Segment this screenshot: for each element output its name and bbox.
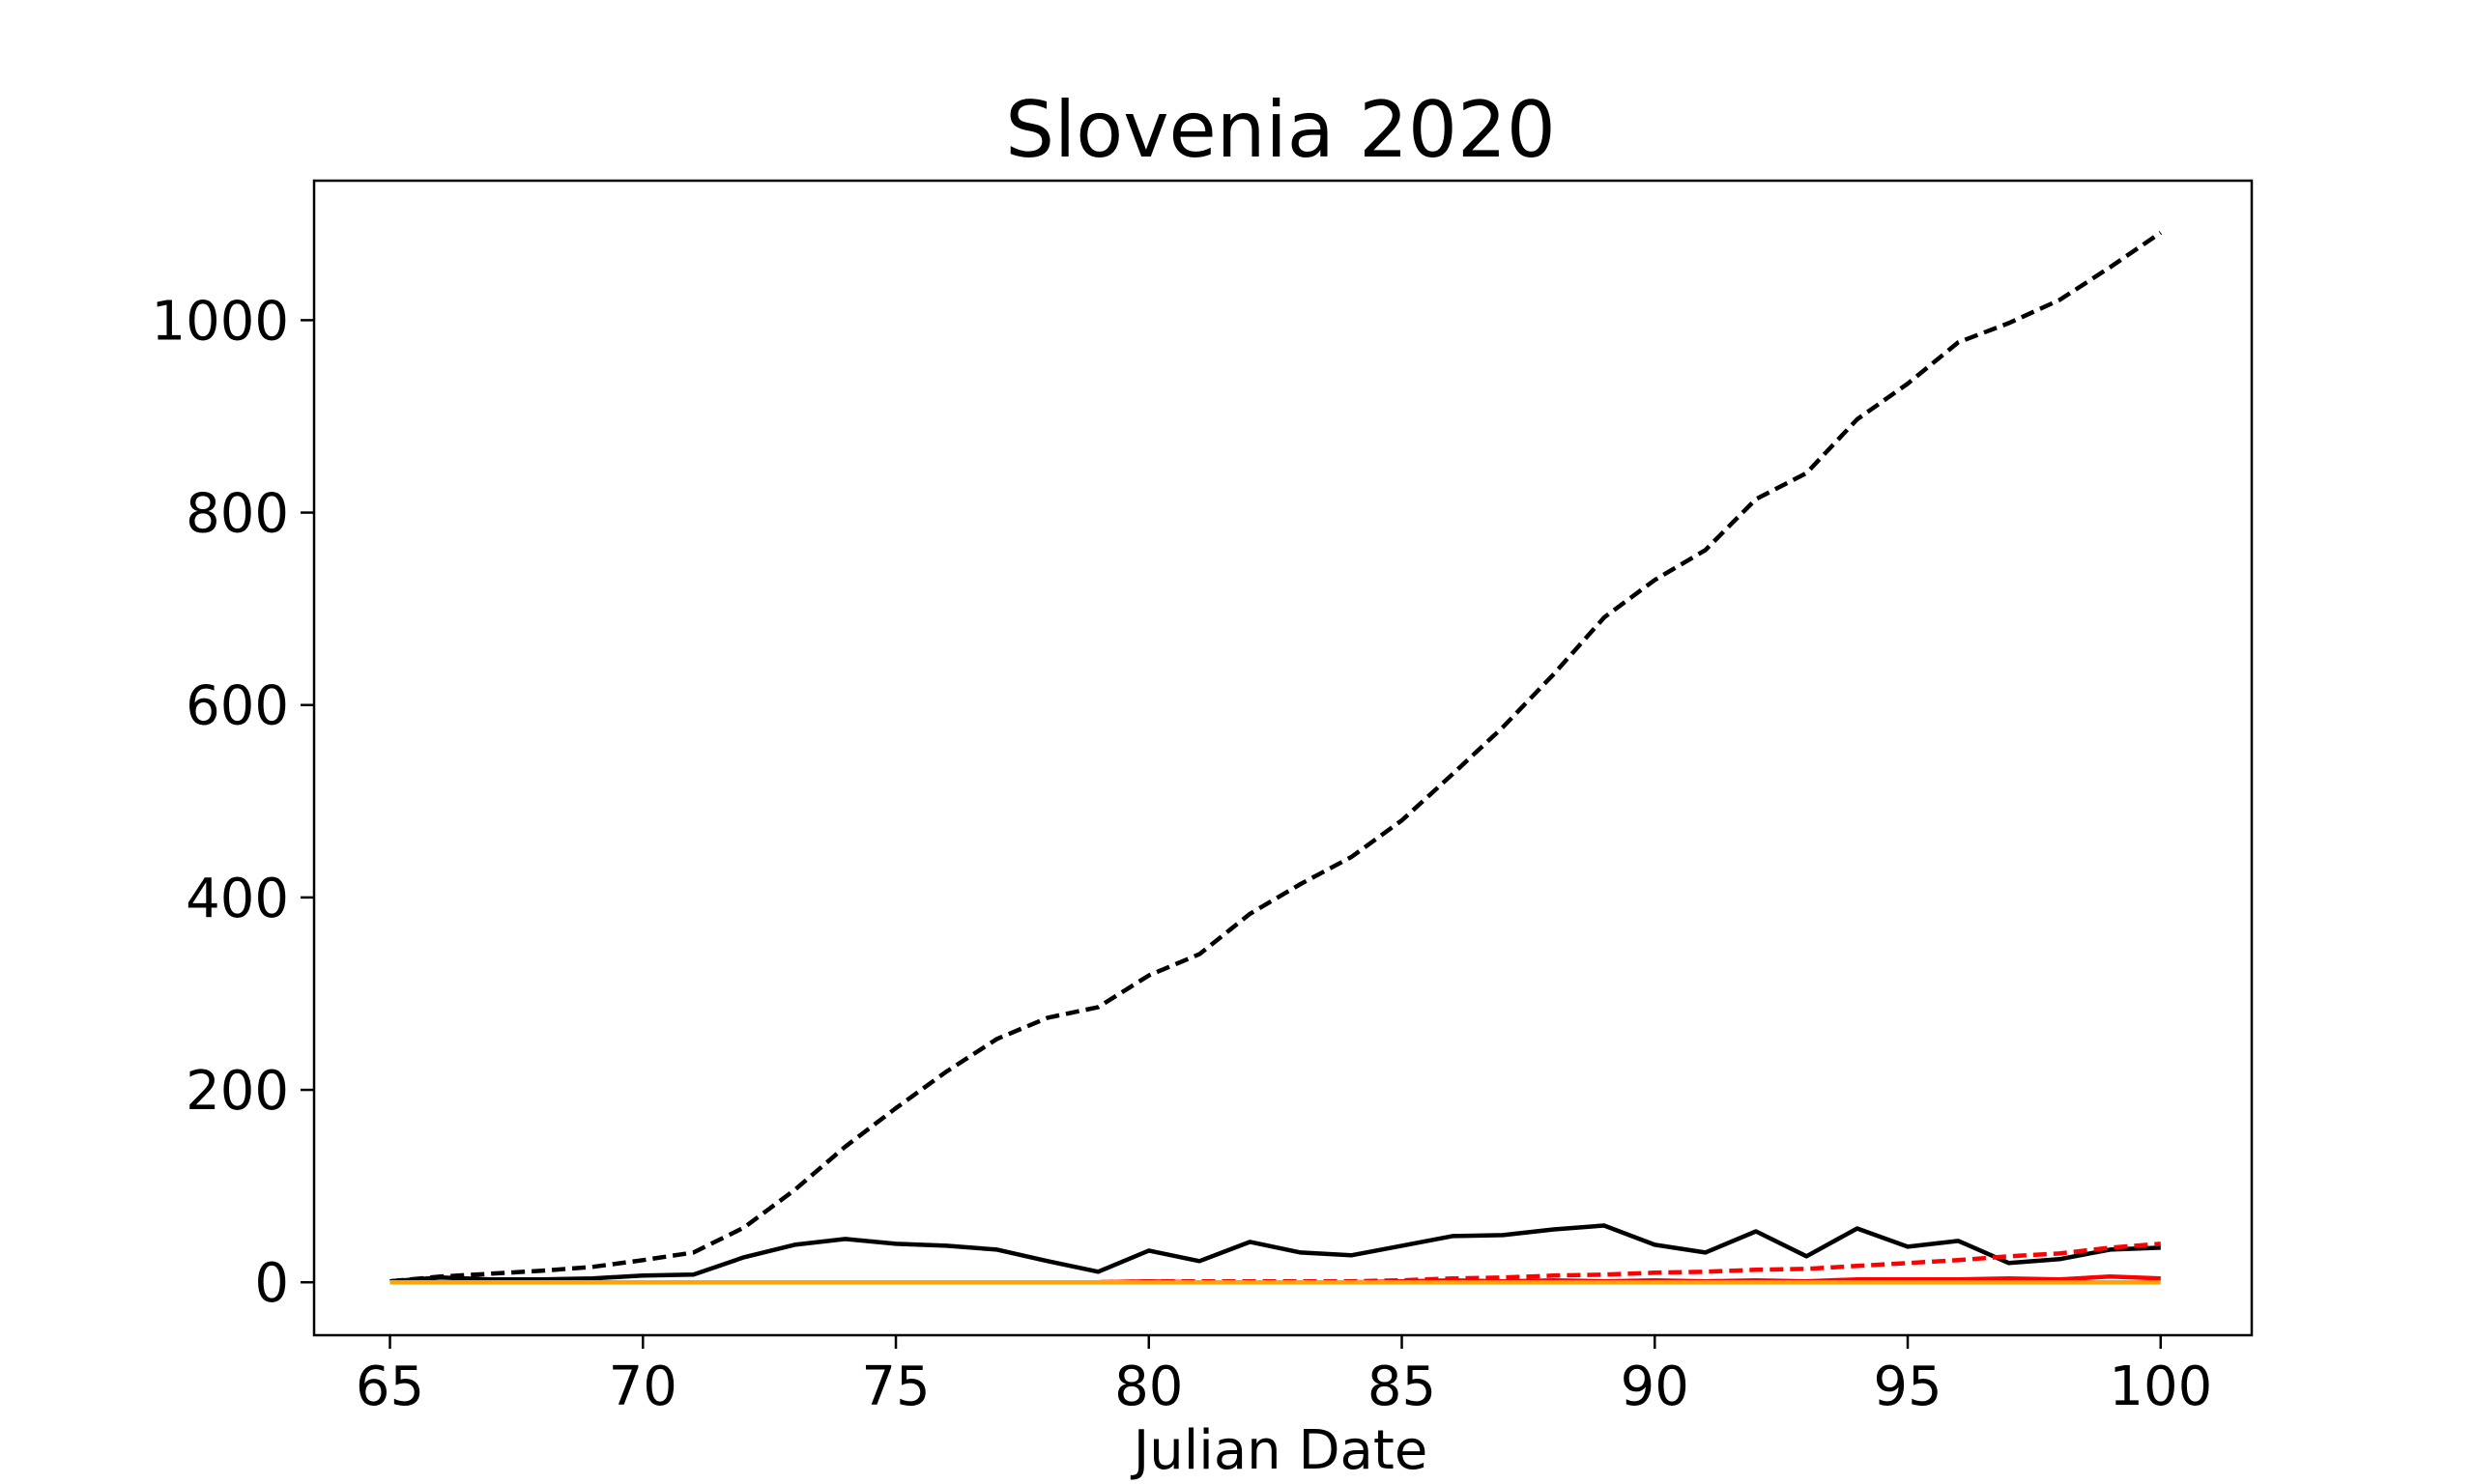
- x-tick-label: 95: [1873, 1356, 1942, 1418]
- plot-lines: [389, 230, 2163, 1285]
- y-tick-label: 800: [186, 483, 289, 546]
- x-tick-label: 70: [609, 1356, 677, 1418]
- x-tick-label: 90: [1621, 1356, 1689, 1418]
- x-tick-label: 80: [1114, 1356, 1183, 1418]
- x-tick-label: 100: [2109, 1356, 2212, 1418]
- x-tick-label: 85: [1367, 1356, 1436, 1418]
- x-tick-label: 65: [356, 1356, 424, 1418]
- plot-frame: [312, 179, 2254, 1337]
- x-axis: 65 70 75 80 85 90 95 100: [356, 1335, 2212, 1418]
- x-tick-label: 75: [861, 1356, 930, 1418]
- x-axis-label: Julian Date: [1131, 1419, 1428, 1482]
- series-line-1: [389, 230, 2163, 1284]
- y-tick-label: 400: [186, 868, 289, 930]
- series-line-2: [389, 1223, 2161, 1284]
- y-tick-label: 200: [186, 1060, 289, 1123]
- chart-title: Slovenia 2020: [1005, 85, 1556, 175]
- y-axis: 0 200 400 600 800 1000: [151, 290, 314, 1315]
- y-tick-label: 1000: [151, 290, 289, 353]
- y-tick-label: 0: [254, 1252, 289, 1315]
- y-tick-label: 600: [186, 675, 289, 738]
